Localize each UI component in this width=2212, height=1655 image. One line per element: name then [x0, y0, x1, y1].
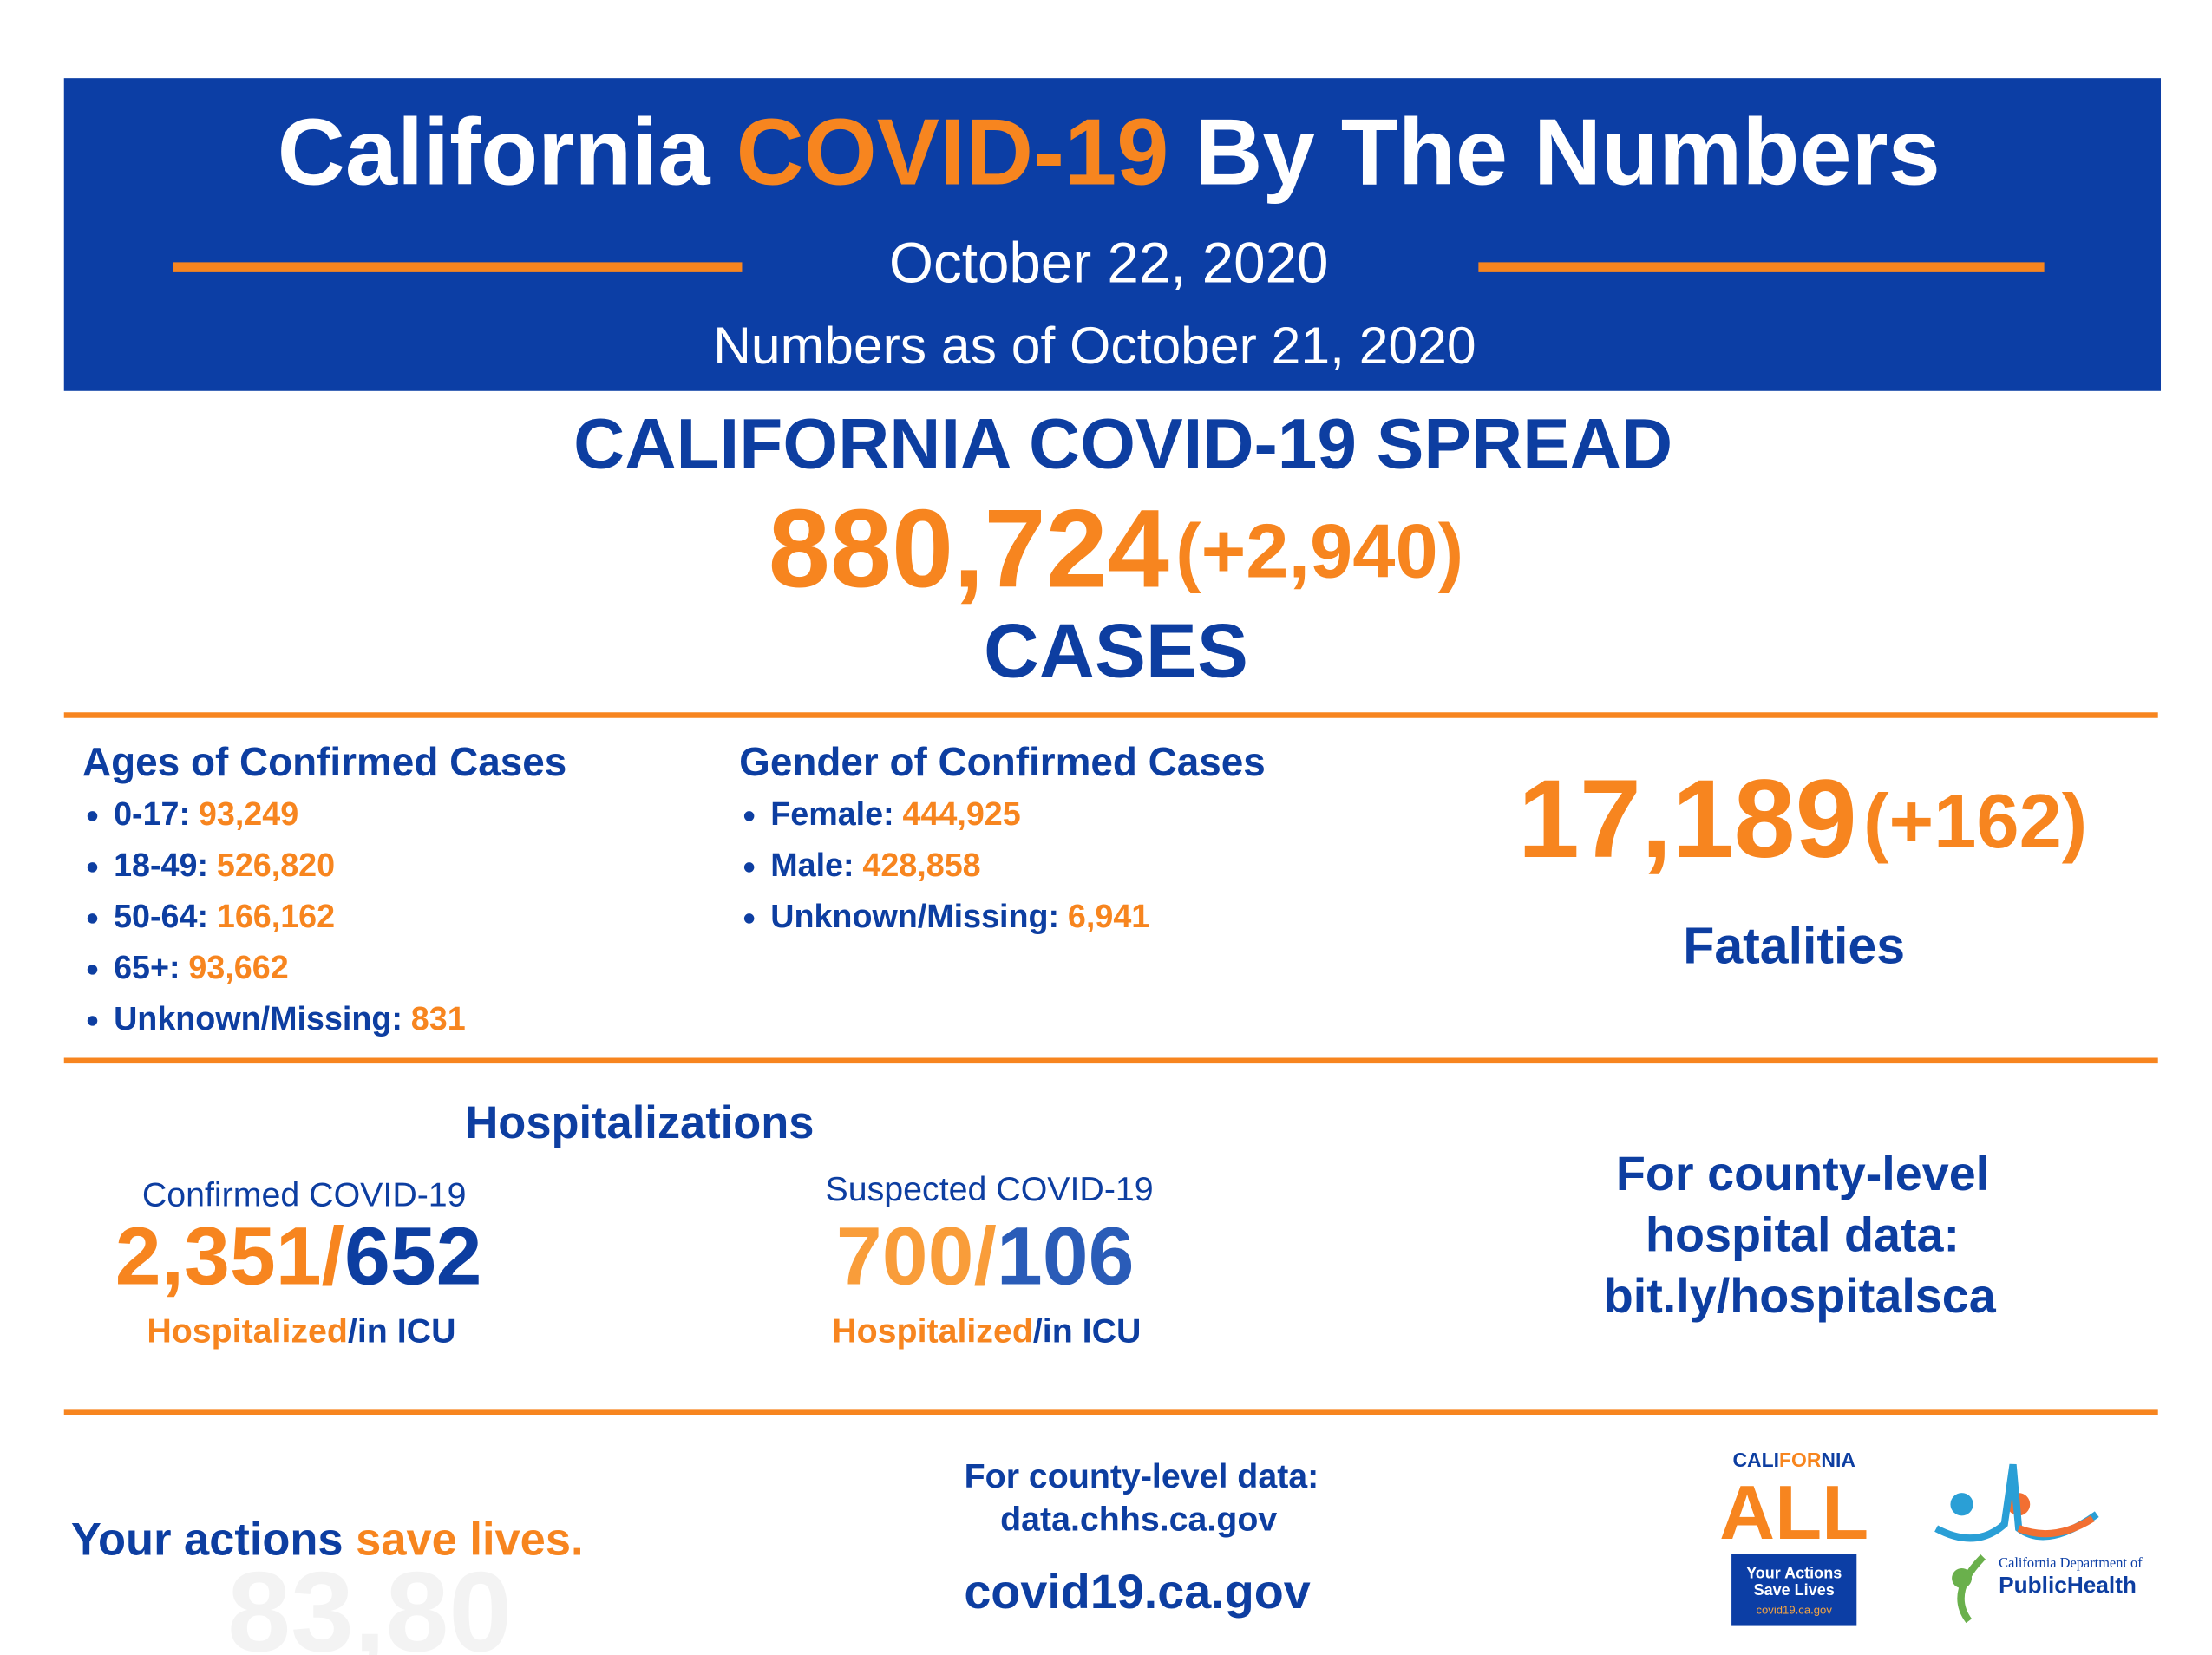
bullet	[87, 862, 98, 873]
county-hospital-line: hospital data:	[1646, 1207, 1960, 1261]
logo-line: Save Lives	[1754, 1581, 1835, 1599]
list-item: Unknown/Missing: 6,941	[770, 898, 1149, 934]
bullet	[743, 913, 755, 924]
list-item: 50-64: 166,162	[114, 898, 335, 934]
list-item: 65+: 93,662	[114, 949, 289, 985]
logo-figure	[1957, 1554, 1986, 1624]
site-url: covid19.ca.gov	[964, 1565, 1310, 1619]
hospitalized-label: Hospitalized	[832, 1312, 1033, 1351]
logo-cdph: California Department of PublicHealth	[1934, 1463, 2143, 1624]
bullet	[87, 913, 98, 924]
header-date: October 22, 2020	[889, 231, 1328, 294]
logo-all: ALL	[1719, 1469, 1868, 1555]
item-label: Male:	[770, 847, 854, 883]
suspected-legend: Hospitalized/in ICU	[832, 1312, 1141, 1351]
logo-figure	[1950, 1493, 1973, 1516]
item-label: 50-64:	[114, 898, 208, 934]
logo-line: covid19.ca.gov	[1756, 1604, 1832, 1617]
item-value: 444,925	[902, 795, 1020, 832]
header-title: California COVID-19 By The Numbers	[278, 99, 1940, 204]
gender-title: Gender of Confirmed Cases	[739, 739, 1266, 784]
fatalities-value: 17,189	[1518, 757, 1857, 881]
list-item: Unknown/Missing: 831	[114, 1000, 466, 1037]
list-item: 0-17: 93,249	[114, 795, 298, 832]
slogan-part: Your actions	[71, 1514, 356, 1565]
title-part: California	[278, 99, 711, 204]
icu-value: 106	[997, 1211, 1135, 1303]
item-label: Unknown/Missing:	[770, 898, 1059, 934]
fatalities-total: 17,189 (+162)	[1518, 757, 2088, 881]
hospitalized-label: Hospitalized	[147, 1312, 348, 1351]
confirmed-numbers: 2,351/652	[115, 1211, 482, 1303]
county-data-label: For county-level data:	[965, 1457, 1319, 1495]
hospitalized-value: 700/	[836, 1211, 997, 1303]
bullet	[87, 965, 98, 975]
county-data-url: data.chhs.ca.gov	[1000, 1500, 1277, 1538]
hospitalized-value: 2,351/	[115, 1211, 344, 1303]
item-value: 428,858	[862, 847, 980, 883]
title-highlight: COVID-19	[736, 99, 1169, 204]
item-label: 18-49:	[114, 847, 208, 883]
header-banner	[63, 78, 2162, 391]
list-item: Male: 428,858	[770, 847, 980, 883]
cases-change: (+2,940)	[1175, 508, 1463, 594]
list-item: Female: 444,925	[770, 795, 1020, 832]
bullet	[743, 811, 755, 821]
county-hospital-link: bit.ly/hospitalsca	[1604, 1269, 1997, 1323]
logo-figure	[2017, 1515, 2095, 1538]
item-value: 93,662	[188, 949, 288, 985]
list-item: 18-49: 526,820	[114, 847, 335, 883]
header-as-of: Numbers as of October 21, 2020	[713, 316, 1476, 375]
item-label: Female:	[770, 795, 893, 832]
fatalities-change: (+162)	[1863, 778, 2087, 864]
ages-title: Ages of Confirmed Cases	[82, 739, 566, 784]
ghost-text: 83,80	[227, 1547, 512, 1655]
cases-label: CASES	[984, 608, 1248, 694]
confirmed-title: Confirmed COVID-19	[142, 1176, 467, 1214]
logo-line: Your Actions	[1746, 1564, 1842, 1581]
item-value: 166,162	[217, 898, 335, 934]
hosp-title: Hospitalizations	[465, 1098, 814, 1148]
item-value: 6,941	[1068, 898, 1149, 934]
logo-line: California Department of	[1999, 1554, 2143, 1571]
title-part: By The Numbers	[1194, 99, 1940, 204]
bullet	[87, 1016, 98, 1026]
icu-label: /in ICU	[348, 1312, 456, 1351]
item-label: 0-17:	[114, 795, 190, 832]
gender-list: Female: 444,925 Male: 428,858 Unknown/Missin…	[743, 795, 1149, 934]
logo-california-all: CALIFORNIA ALL Your Actions Save Lives c…	[1719, 1449, 1868, 1626]
logo-line: PublicHealth	[1999, 1572, 2137, 1598]
cases-total: 880,724 (+2,940)	[769, 487, 1463, 611]
spread-title: CALIFORNIA COVID-19 SPREAD	[573, 405, 1672, 484]
logo-text-part: FOR	[1779, 1449, 1822, 1471]
county-hospital-line: For county-level	[1616, 1147, 1989, 1200]
logo-text-part: CALI	[1732, 1449, 1779, 1471]
item-value: 526,820	[217, 847, 335, 883]
bullet	[743, 862, 755, 873]
suspected-numbers: 700/106	[836, 1211, 1135, 1303]
slogan: Your actions save lives.	[71, 1514, 584, 1565]
confirmed-legend: Hospitalized/in ICU	[147, 1312, 455, 1351]
item-label: 65+:	[114, 949, 180, 985]
item-value: 831	[411, 1000, 466, 1037]
bullet	[87, 811, 98, 821]
logo-text-part: NIA	[1821, 1449, 1855, 1471]
icu-value: 652	[344, 1211, 482, 1303]
item-value: 93,249	[199, 795, 298, 832]
item-label: Unknown/Missing:	[114, 1000, 402, 1037]
icu-label: /in ICU	[1033, 1312, 1142, 1351]
suspected-title: Suspected COVID-19	[826, 1170, 1154, 1208]
cases-value: 880,724	[769, 487, 1169, 611]
logo-box	[1731, 1554, 1857, 1626]
fatalities-label: Fatalities	[1683, 918, 1905, 975]
logo-text: CALIFORNIA	[1732, 1449, 1855, 1471]
slogan-part: save lives.	[356, 1514, 583, 1565]
